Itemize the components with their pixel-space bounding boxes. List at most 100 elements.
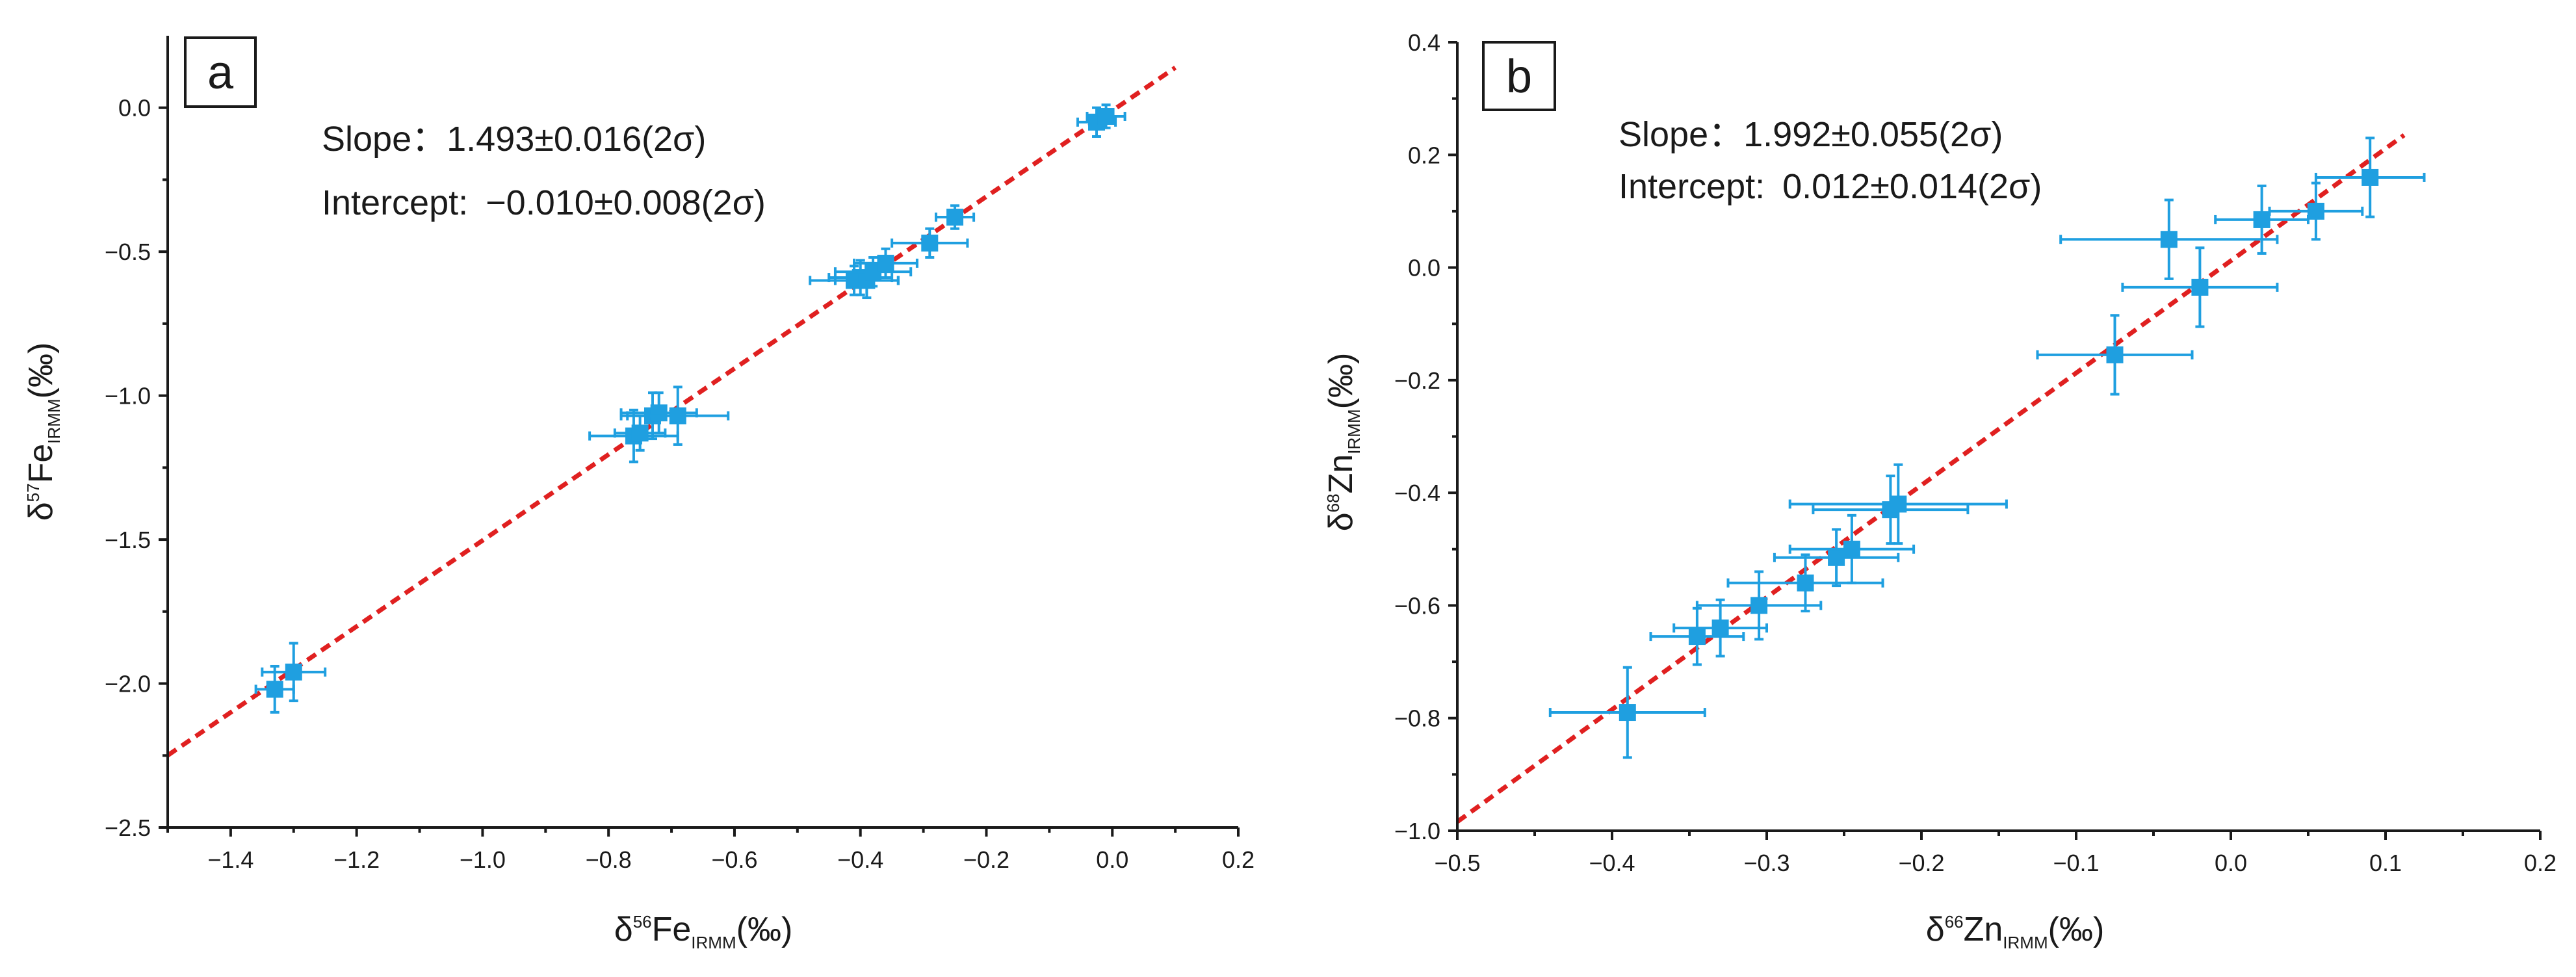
panel-b-data-point <box>1688 628 1706 645</box>
panel-b-x-tick-label: −0.3 <box>1743 850 1789 876</box>
panel-b-x-axis-title: δ66ZnIRMM(‰) <box>1926 911 2105 952</box>
panel-b-y-tick-label: −0.8 <box>1394 705 1440 732</box>
panel-b-regression-line <box>1455 133 2406 824</box>
panel-b-x-tick-label: 0.1 <box>2369 850 2402 876</box>
panel-b-x-tick-label: 0.0 <box>2215 850 2247 876</box>
panel-b-y-tick-label: 0.2 <box>1408 142 1440 168</box>
panel-a-data-point <box>921 234 939 252</box>
panel-a-intercept-label: Intercept: <box>322 183 478 222</box>
panel-b-plot-area <box>1455 133 2426 824</box>
panel-a-data-point <box>631 424 649 442</box>
panel-a-x-tick-label: 0.0 <box>1096 846 1128 873</box>
panel-a-xlabel-main: Fe <box>652 911 692 948</box>
panel-b-y-tick-label: −1.0 <box>1394 818 1440 844</box>
panel-b-x-tick-label: −0.4 <box>1589 850 1635 876</box>
panel-b-ylabel-sup: 68 <box>1323 493 1343 512</box>
panel-b-data-point <box>1797 574 1814 592</box>
panel-b-letter-box: b <box>1482 41 1556 111</box>
panel-a-y-tick-label: −1.5 <box>105 527 151 553</box>
panel-b-data-point <box>2253 211 2270 228</box>
panel-b-ylabel-main: Zn <box>1322 454 1360 494</box>
panel-b-data-point <box>2361 168 2379 186</box>
panel-b-xlabel-sup: 66 <box>1945 912 1964 931</box>
panel-b-ylabel-prefix: δ <box>1322 512 1360 531</box>
panel-b-data-point <box>1890 495 1907 513</box>
panel-b-letter: b <box>1506 51 1532 103</box>
panel-b-x-tick-label: −0.1 <box>2053 850 2099 876</box>
panel-b-ylabel-sub: IRMM <box>1344 409 1364 454</box>
panel-a-x-tick-label: −1.4 <box>207 846 254 873</box>
panel-a-data-point <box>877 254 894 272</box>
panel-a-data-point <box>285 663 302 681</box>
panel-a-letter: a <box>207 47 234 99</box>
panel-b-data-point <box>1828 549 1845 566</box>
panel-a-x-axis-title: δ56FeIRMM(‰) <box>614 911 793 952</box>
panel-b-intercept-label: Intercept: <box>1619 167 1775 206</box>
panel-a-y-tick-label: −0.5 <box>105 239 151 265</box>
panel-b-data-point <box>1711 619 1729 637</box>
panel-a-y-tick-label: −2.0 <box>105 671 151 697</box>
panel-a-y-axis-title: δ57FeIRMM(‰) <box>22 343 64 521</box>
panel-b-data-point <box>2191 278 2209 296</box>
panel-b-y-tick-label: −0.4 <box>1394 480 1440 506</box>
panel-a-plot-area <box>166 66 1177 757</box>
panel-b-y-tick-label: 0.4 <box>1408 29 1440 56</box>
panel-b-y-tick-label: −0.6 <box>1394 592 1440 619</box>
panel-a-x-tick-label: −0.6 <box>711 846 757 873</box>
panel-a-xlabel-sub: IRMM <box>691 933 736 952</box>
panel-a-ticks: −1.4 −1.2 −1.0 −0.8 −0.6 −0.4 −0.2 0.0 0.2 −2.5 −2… <box>105 95 1255 873</box>
panel-a-y-tick-label: −2.5 <box>105 814 151 841</box>
panel-b-y-tick-label: −0.2 <box>1394 367 1440 394</box>
panel-a-data-point <box>1097 108 1115 125</box>
panel-b-data-point <box>2106 346 2124 363</box>
panel-b-slope-value: 1.992±0.055(2σ) <box>1743 115 2003 154</box>
panel-a-y-tick-label: −1.0 <box>105 383 151 410</box>
panel-b-x-tick-label: −0.5 <box>1434 850 1480 876</box>
panel-b-y-axis-title: δ68ZnIRMM(‰) <box>1322 353 1364 532</box>
panel-a-letter-frame <box>184 36 257 108</box>
panel-b-y-tick-label: 0.0 <box>1408 255 1440 281</box>
panel-a-ylabel-sup: 57 <box>23 483 43 502</box>
panel-a-intercept-value: −0.010±0.008(2σ) <box>486 183 766 222</box>
panel-a-slope-annotation: Slope：1.493±0.016(2σ) <box>322 120 706 159</box>
panel-a-x-tick-label: −0.2 <box>963 846 1009 873</box>
panel-b-xlabel-unit: (‰) <box>2048 911 2105 948</box>
panel-b-letter-frame <box>1482 41 1556 111</box>
panel-a-data-point <box>650 404 668 422</box>
panel-b-intercept-annotation: Intercept: 0.012±0.014(2σ) <box>1619 167 2042 206</box>
panel-b-xlabel-main: Zn <box>1964 911 2003 948</box>
panel-a-x-tick-label: −1.0 <box>460 846 506 873</box>
panel-a-intercept-annotation: Intercept: −0.010±0.008(2σ) <box>322 183 766 222</box>
panel-a-ylabel-unit: (‰) <box>22 343 60 399</box>
panel-b-slope-label: Slope： <box>1619 115 1743 154</box>
panel-b-data-point <box>2160 231 2178 248</box>
panel-a-slope-value: 1.493±0.016(2σ) <box>447 120 706 159</box>
panel-b-x-tick-label: 0.2 <box>2524 850 2556 876</box>
panel-a-x-tick-label: −0.8 <box>586 846 632 873</box>
panel-b-xlabel-prefix: δ <box>1926 911 1945 948</box>
panel-a: −1.4 −1.2 −1.0 −0.8 −0.6 −0.4 −0.2 0.0 0.2 −2.5 −2… <box>22 36 1255 952</box>
panel-b-x-tick-label: −0.2 <box>1898 850 1944 876</box>
panel-b-intercept-value: 0.012±0.014(2σ) <box>1782 167 2042 206</box>
panel-b-data-point <box>1750 597 1768 614</box>
panel-b-ylabel-unit: (‰) <box>1322 353 1360 410</box>
panel-a-xlabel-unit: (‰) <box>736 911 793 948</box>
panel-b-data-point <box>1619 704 1636 722</box>
panel-a-ylabel-sub: IRMM <box>44 398 64 443</box>
panel-a-x-tick-label: −1.2 <box>333 846 380 873</box>
panel-a-xlabel-sup: 56 <box>633 912 652 931</box>
panel-a-data-point <box>946 209 964 226</box>
panel-a-x-tick-label: 0.2 <box>1222 846 1255 873</box>
panel-b-ticks: −0.5 −0.4 −0.3 −0.2 −0.1 0.0 0.1 0.2 −1.0 −0.8 −0.… <box>1394 29 2556 876</box>
panel-a-data-point <box>669 407 686 424</box>
panel-a-xlabel-prefix: δ <box>614 911 633 948</box>
panel-b-data-point <box>1843 540 1860 558</box>
panel-a-letter-box: a <box>184 36 257 108</box>
panel-a-ylabel-main: Fe <box>22 444 60 484</box>
panel-b: −0.5 −0.4 −0.3 −0.2 −0.1 0.0 0.1 0.2 −1.0 −0.8 −0.… <box>1322 29 2556 952</box>
panel-b-data-point <box>2307 202 2324 220</box>
panel-a-x-tick-label: −0.4 <box>837 846 883 873</box>
panel-b-slope-annotation: Slope：1.992±0.055(2σ) <box>1619 115 2003 154</box>
